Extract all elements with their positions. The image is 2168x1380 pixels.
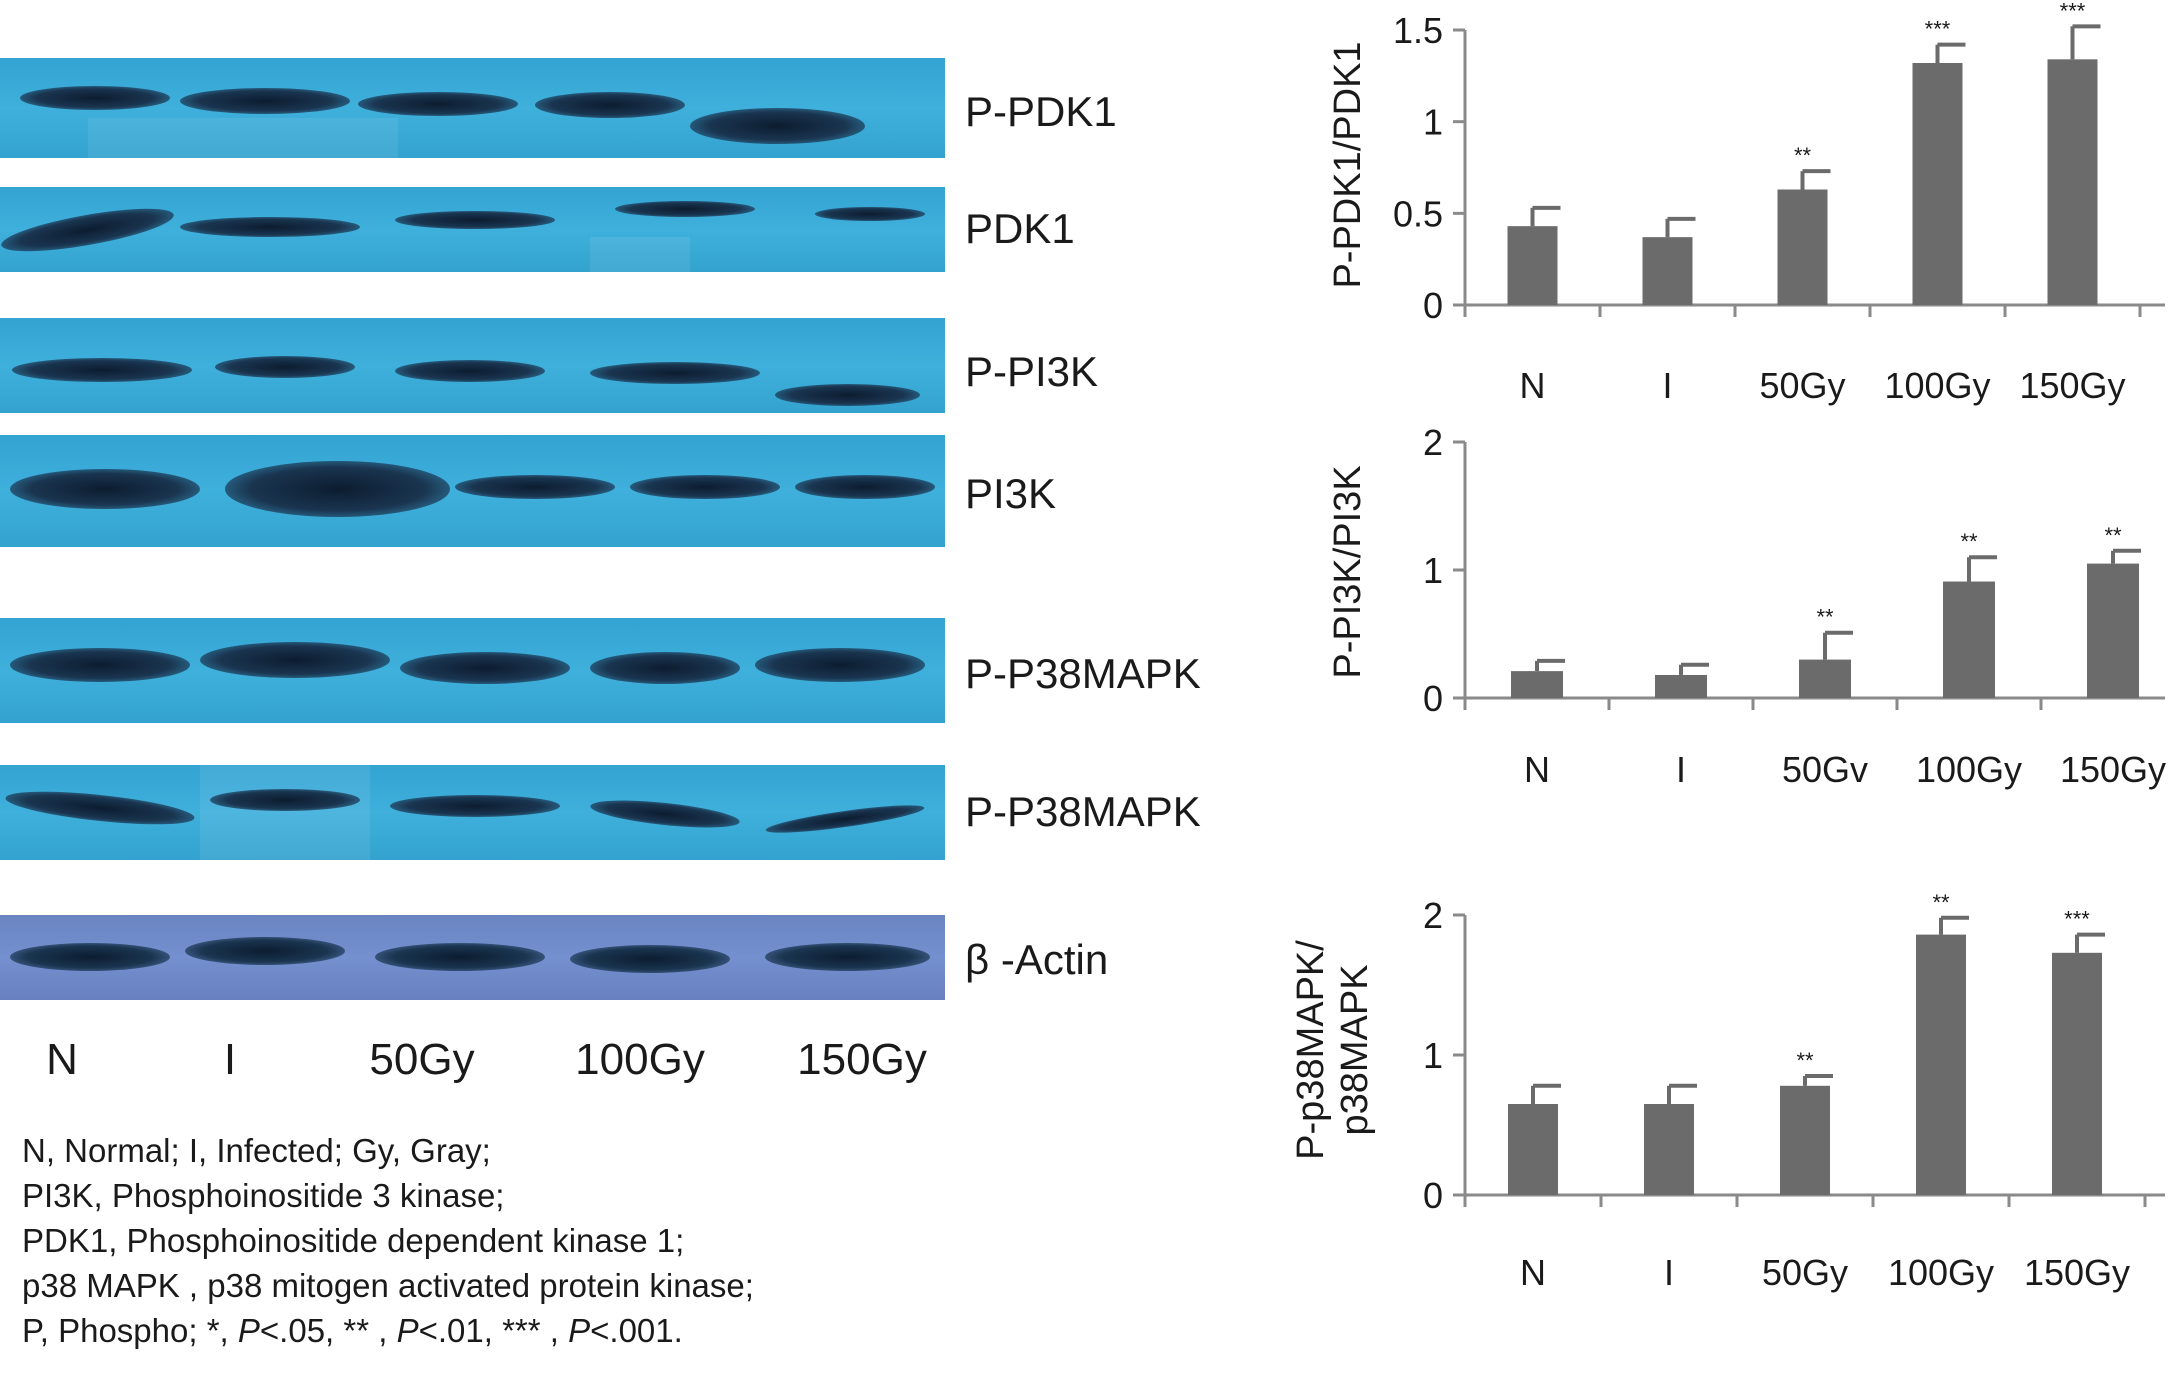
blot-strip-pi3k	[0, 435, 945, 547]
legend-line-5: P, Phospho; *, P<.05, ** , P<.01, *** , …	[22, 1312, 683, 1350]
x-tick-label: N	[1520, 365, 1546, 406]
x-tick-label: N	[1524, 749, 1550, 790]
bar	[1642, 237, 1693, 305]
blot-label-p-p38mapk-1: P-P38MAPK	[965, 650, 1201, 697]
lane-label-i: I	[223, 1035, 237, 1084]
bar	[1508, 1104, 1558, 1195]
legend-line-4: p38 MAPK , p38 mitogen activated protein…	[22, 1267, 754, 1304]
p-value-symbol: P	[568, 1312, 591, 1349]
y-tick-label: 0	[1423, 1175, 1443, 1216]
y-axis-label: P-p38MAPK/	[1290, 940, 1332, 1160]
y-tick-label: 2	[1423, 895, 1443, 936]
lane-label-100gy: 100Gy	[575, 1035, 705, 1084]
x-tick-label: 50Gy	[1762, 1252, 1848, 1293]
y-tick-label: 2	[1423, 422, 1443, 463]
bar-chart-p-pdk1: 0 0.5 1 1.5 N I ** 50Gy *** 100Gy *** 150Gy P-PDK1/P…	[1327, 0, 2165, 406]
x-tick-label: I	[1662, 365, 1672, 406]
blot-strip-p-pdk1	[0, 58, 945, 158]
chart-p-pdk1: 0 0.5 1 1.5 N I ** 50Gy *** 100Gy *** 150Gy P-PDK1/P…	[1300, 0, 2168, 420]
significance-marker: **	[1816, 605, 1834, 630]
western-blot-panel: P-PDK1 PDK1 P-PI3K PI3K P-P38MAPK	[0, 58, 1201, 1350]
blot-strip-pdk1	[0, 187, 945, 272]
p-value-symbol: P	[396, 1312, 419, 1349]
x-tick-label: 50Gv	[1782, 749, 1868, 790]
y-axis-label: P-PDK1/PDK1	[1327, 41, 1369, 288]
y-tick-label: 0	[1423, 678, 1443, 719]
bar	[1799, 659, 1851, 698]
bar	[2047, 59, 2098, 306]
legend-text: <.05, ** ,	[259, 1312, 397, 1349]
blot-label-p-pi3k: P-PI3K	[965, 348, 1099, 395]
significance-marker: **	[1960, 529, 1978, 554]
legend-text: <.01, *** ,	[418, 1312, 569, 1349]
legend-line-2: PI3K, Phosphoinositide 3 kinase;	[22, 1177, 505, 1214]
y-tick-label: 1.5	[1393, 10, 1443, 51]
blot-strip-p-p38mapk-1	[0, 618, 945, 723]
x-tick-label: N	[1520, 1252, 1546, 1293]
bar-chart-p-p38mapk: 0 1 2 N I ** 50Gy ** 100Gy *** 150Gy P-p38MAPK/p38M…	[1290, 890, 2165, 1293]
y-axis-label: P-PI3K/PI3K	[1327, 465, 1369, 678]
bar	[1511, 671, 1563, 698]
chart-p-p38mapk: 0 1 2 N I ** 50Gy ** 100Gy *** 150Gy P-p38MAPK/p38M…	[1290, 860, 2168, 1375]
blot-label-pdk1: PDK1	[965, 205, 1075, 252]
significance-marker: **	[2104, 523, 2122, 548]
significance-marker: ***	[1925, 17, 1951, 42]
x-tick-label: 150Gy	[2024, 1252, 2130, 1293]
blot-label-p-pdk1: P-PDK1	[965, 88, 1117, 135]
bar	[1655, 674, 1707, 698]
bar	[1644, 1104, 1694, 1195]
bar-chart-p-pi3k: 0 1 2 N I ** 50Gv ** 100Gy ** 150Gy P-PI3K/PI3K	[1327, 422, 2166, 790]
y-tick-label: 1	[1423, 550, 1443, 591]
chart-p-pi3k: 0 1 2 N I ** 50Gv ** 100Gy ** 150Gy P-PI3K/PI3K	[1300, 420, 2168, 820]
blot-strip-p-pi3k	[0, 318, 945, 413]
blot-label-pi3k: PI3K	[965, 470, 1057, 517]
blot-label-beta-actin: β -Actin	[965, 936, 1109, 983]
legend-text: P, Phospho; *,	[22, 1312, 238, 1349]
significance-marker: ***	[2064, 907, 2090, 932]
bar	[1777, 189, 1828, 305]
x-tick-label: 50Gy	[1759, 365, 1845, 406]
x-tick-label: 150Gy	[2060, 749, 2166, 790]
bar	[2087, 563, 2139, 698]
legend-line-1: N, Normal; I, Infected; Gy, Gray;	[22, 1132, 491, 1169]
y-axis-label: p38MAPK	[1334, 964, 1376, 1135]
bar	[1943, 581, 1995, 698]
p-value-symbol: P	[237, 1312, 260, 1349]
bar	[2052, 952, 2102, 1195]
y-tick-label: 0	[1423, 285, 1443, 326]
bar	[1912, 63, 1963, 305]
lane-label-150gy: 150Gy	[797, 1035, 927, 1084]
y-tick-label: 0.5	[1393, 193, 1443, 234]
x-tick-label: 150Gy	[2019, 365, 2125, 406]
x-tick-label: I	[1676, 749, 1686, 790]
bar	[1507, 226, 1558, 305]
blot-strip-beta-actin	[0, 915, 945, 1000]
significance-marker: ***	[2060, 0, 2086, 23]
legend-text: <.001.	[590, 1312, 683, 1349]
significance-marker: **	[1794, 143, 1812, 168]
blot-label-p-p38mapk-2: P-P38MAPK	[965, 788, 1201, 835]
y-tick-label: 1	[1423, 1035, 1443, 1076]
significance-marker: **	[1932, 890, 1950, 915]
significance-marker: **	[1796, 1048, 1814, 1073]
x-tick-label: 100Gy	[1916, 749, 2022, 790]
x-tick-label: I	[1664, 1252, 1674, 1293]
x-tick-label: 100Gy	[1888, 1252, 1994, 1293]
y-tick-label: 1	[1423, 102, 1443, 143]
legend-line-3: PDK1, Phosphoinositide dependent kinase …	[22, 1222, 685, 1259]
x-tick-label: 100Gy	[1884, 365, 1990, 406]
bar	[1780, 1085, 1830, 1195]
bar	[1916, 934, 1966, 1195]
blot-strip-p-p38mapk-2	[0, 765, 945, 860]
lane-label-50gy: 50Gy	[369, 1035, 475, 1084]
lane-label-n: N	[46, 1035, 78, 1084]
